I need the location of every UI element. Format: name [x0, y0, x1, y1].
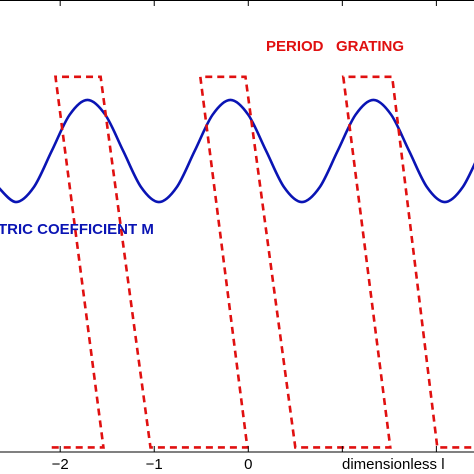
- plot-area: [0, 75, 474, 449]
- annotation: TRIC COEFFICIENT M: [0, 221, 154, 238]
- series-line: [51, 75, 474, 449]
- annotation: PERIOD GRATING: [266, 38, 404, 55]
- series-line: [0, 98, 474, 204]
- x-axis-label: dimensionless l: [342, 456, 445, 473]
- x-tick-label: 0: [244, 456, 252, 473]
- x-tick-label: −1: [146, 456, 163, 473]
- x-tick-label: −2: [52, 456, 69, 473]
